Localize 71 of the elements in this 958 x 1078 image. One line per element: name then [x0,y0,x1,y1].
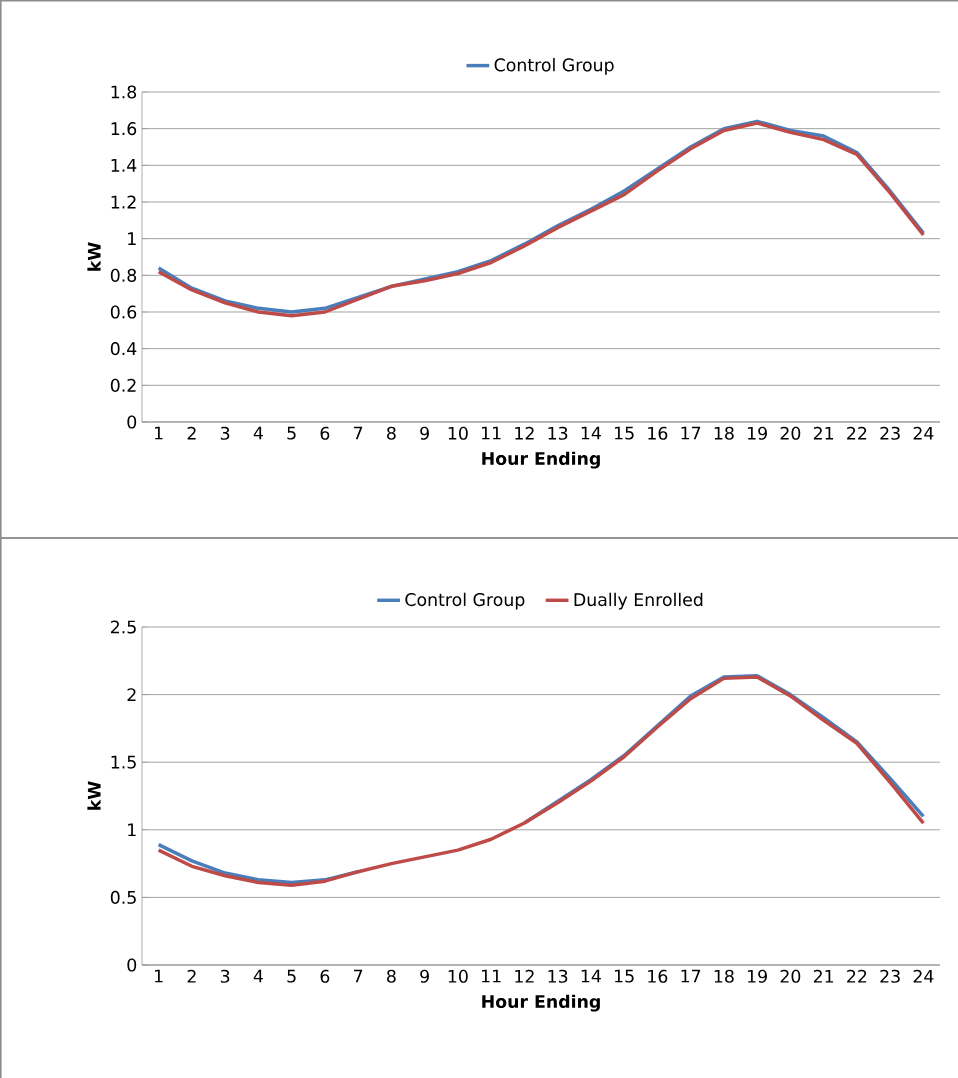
x-tick-label: 10 [448,426,468,440]
y-tick-label: 1.6 [111,122,137,136]
y-tick-label: 0.6 [110,305,137,319]
x-tick-label: 16 [648,969,668,983]
x-tick-label: 11 [482,426,501,440]
x-tick-label: 19 [748,426,767,440]
x-tick-label: 20 [780,426,801,440]
y-tick-label: 0 [127,415,137,429]
x-tick-label: 4 [253,969,263,983]
x-tick-label: 6 [320,969,330,983]
y-tick-label: 1 [128,232,136,245]
x-tick-label: 3 [220,426,230,440]
x-tick-label: 6 [320,426,330,440]
x-tick-label: 20 [780,969,801,983]
x-tick-label: 13 [548,426,568,440]
y-tick-label: 1.2 [111,195,136,209]
y-tick-label: 2 [127,688,136,702]
legend-label: Dually Enrolled [574,592,703,610]
x-tick-label: 12 [515,426,534,440]
x-tick-label: 24 [913,969,934,983]
y-tick-label: 0.8 [110,268,137,282]
x-tick-label: 22 [847,426,867,440]
y-tick-label: 1.5 [111,755,136,769]
x-tick-label: 21 [813,426,834,440]
x-tick-label: 3 [220,969,230,983]
x-tick-label: 19 [748,969,767,983]
x-tick-label: 12 [515,969,534,983]
x-tick-label: 16 [648,426,668,440]
x-tick-label: 15 [615,426,634,440]
x-tick-label: 23 [880,969,900,983]
x-tick-label: 11 [482,969,501,983]
y-tick-label: 0.4 [110,342,137,356]
y-tick-label: 1 [128,823,136,837]
y-axis-title: kW [87,242,101,271]
x-tick-label: 9 [420,969,429,983]
x-tick-label: 22 [847,969,867,983]
x-tick-label: 7 [354,969,363,983]
x-tick-label: 18 [714,426,734,440]
x-tick-label: 10 [448,969,468,983]
y-tick-label: 2.5 [111,620,136,634]
x-axis-title: Hour Ending [482,994,600,1012]
x-tick-label: 9 [420,426,429,440]
x-tick-label: 17 [681,969,701,983]
y-tick-label: 1.8 [111,85,137,99]
y-tick-label: 1.4 [111,159,137,172]
x-tick-label: 1 [155,426,163,440]
x-tick-label: 18 [714,969,734,983]
x-tick-label: 2 [187,426,196,440]
x-tick-label: 4 [253,426,263,440]
y-tick-label: 0.2 [110,378,136,392]
x-tick-label: 5 [287,969,296,983]
x-tick-label: 13 [548,969,568,983]
x-tick-label: 1 [155,969,163,983]
x-tick-label: 2 [187,969,196,983]
x-tick-label: 8 [387,969,396,983]
y-axis-title: kW [87,781,101,810]
legend-label: Control Group [405,592,525,610]
x-tick-label: 24 [913,426,934,440]
x-tick-label: 14 [581,969,601,983]
x-tick-label: 15 [615,969,634,983]
x-tick-label: 14 [581,426,601,440]
legend-label: Control Group [494,58,614,75]
x-tick-label: 5 [287,426,296,440]
x-tick-label: 7 [354,426,363,440]
y-tick-label: 0.5 [110,890,136,904]
y-tick-label: 0 [127,958,137,972]
x-tick-label: 17 [681,426,701,440]
x-tick-label: 21 [813,969,834,983]
x-axis-title: Hour Ending [482,451,600,469]
x-tick-label: 8 [387,426,396,440]
x-tick-label: 23 [880,426,900,440]
